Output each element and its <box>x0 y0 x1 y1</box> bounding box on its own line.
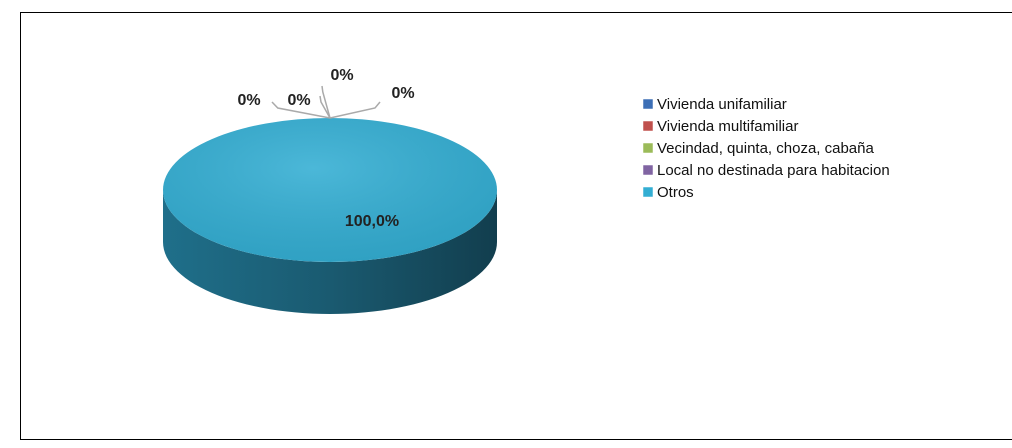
data-label: 100,0% <box>345 213 399 230</box>
legend-swatch <box>642 120 654 132</box>
legend-label: Local no destinada para habitacion <box>657 162 890 179</box>
leader-line <box>271 101 331 119</box>
slice-side <box>163 190 497 314</box>
data-label: 0% <box>287 92 310 109</box>
data-label: 0% <box>391 85 414 102</box>
legend-swatch <box>642 98 654 110</box>
leader-line <box>321 85 331 119</box>
slice-shading <box>163 118 497 262</box>
leader-line <box>319 95 331 119</box>
leader-line <box>329 101 381 119</box>
legend-label: Vivienda unifamiliar <box>657 96 787 113</box>
legend-label: Vecindad, quinta, choza, cabaña <box>657 140 874 157</box>
data-label: 0% <box>330 67 353 84</box>
plot: 0% 0% 0% 0% 100,0% <box>163 67 497 314</box>
data-label: 0% <box>237 92 260 109</box>
legend: Vivienda unifamiliar Vivienda multifamili… <box>642 96 890 201</box>
legend-swatch <box>642 142 654 154</box>
legend-swatch <box>642 164 654 176</box>
legend-label: Otros <box>657 184 694 201</box>
legend-swatch <box>642 186 654 198</box>
legend-label: Vivienda multifamiliar <box>657 118 798 135</box>
